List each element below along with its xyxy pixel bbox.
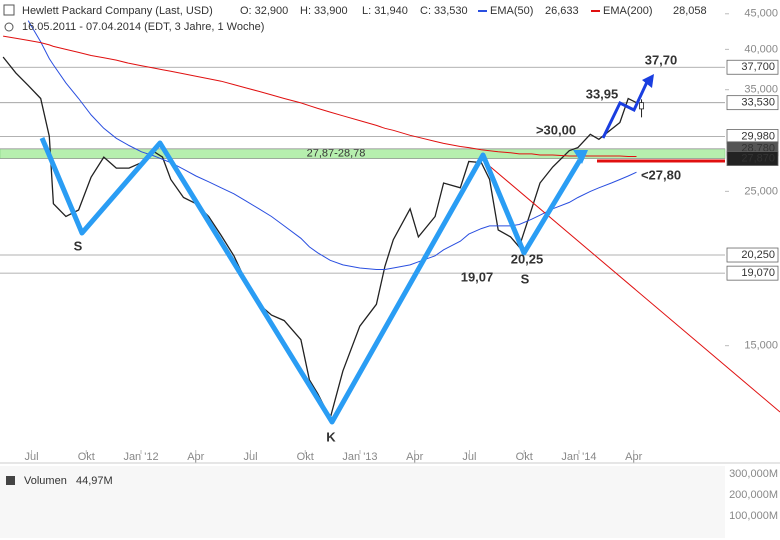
stat-value: 33,900 <box>314 5 348 17</box>
legend-name: EMA(200) <box>603 5 653 17</box>
band-label: 27,87-28,78 <box>307 148 366 160</box>
legend-value: 28,058 <box>673 5 707 17</box>
legend-value: 44,97M <box>76 475 113 487</box>
annotation: S <box>521 271 530 286</box>
stat-value: 31,940 <box>374 5 408 17</box>
stat-value: 32,900 <box>255 5 289 17</box>
annotation: <27,80 <box>641 167 681 182</box>
header-stat: H: 33,900 <box>300 5 348 17</box>
ema-line <box>27 20 637 270</box>
level-label: 33,530 <box>741 97 775 109</box>
legend-value: 26,633 <box>545 5 579 17</box>
x-tick-label: Jan '12 <box>123 451 158 463</box>
stat-name: C: <box>420 5 431 17</box>
level-box <box>726 151 779 166</box>
x-tick-label: Jan '13 <box>342 451 377 463</box>
overlay-layer: 37,70033,53029,98028,78027,87020,25019,0… <box>3 4 779 487</box>
x-tick-label: Jan '14 <box>561 451 596 463</box>
legend-name: Volumen <box>24 475 67 487</box>
x-tick-label: Okt <box>297 451 314 463</box>
x-tick-label: Jul <box>462 451 476 463</box>
ema-line <box>3 35 637 157</box>
annotation: S <box>74 238 83 253</box>
x-tick-label: Jul <box>243 451 257 463</box>
level-label: 20,250 <box>741 249 775 261</box>
x-tick-label: Apr <box>187 451 204 463</box>
pattern-line <box>39 137 583 425</box>
target-line <box>601 81 649 139</box>
x-tick-label: Apr <box>406 451 423 463</box>
header-stat: C: 33,530 <box>420 5 468 17</box>
y-tick-label: 40,000 <box>744 43 778 55</box>
annotation: 37,70 <box>645 52 678 67</box>
stat-value: 33,530 <box>434 5 468 17</box>
y-tick-label: 45,000 <box>744 8 778 20</box>
candle-body <box>639 102 644 110</box>
y-tick-label: 300,000M <box>729 468 778 480</box>
annotation: 20,25 <box>511 251 544 266</box>
x-tick-label: Okt <box>78 451 95 463</box>
level-label: 29,980 <box>741 130 775 142</box>
chart-title: Hewlett Packard Company (Last, USD) <box>22 5 213 17</box>
stat-name: H: <box>300 5 311 17</box>
annotation: K <box>326 429 336 444</box>
level-label: 19,070 <box>741 267 775 279</box>
x-tick-label: Jul <box>25 451 39 463</box>
y-tick-label: 100,000M <box>729 510 778 522</box>
level-box <box>726 247 779 263</box>
level-box <box>726 265 779 281</box>
stat-name: O: <box>240 5 252 17</box>
x-tick-label: Apr <box>625 451 642 463</box>
level-box <box>726 59 779 75</box>
arrow-head <box>642 74 654 88</box>
icon <box>3 4 15 16</box>
header-stat: O: 32,900 <box>240 5 288 17</box>
annotation: 33,95 <box>586 86 619 101</box>
stat-name: L: <box>362 5 371 17</box>
level-label: 37,700 <box>741 61 775 73</box>
y-tick-label: 200,000M <box>729 489 778 501</box>
y-tick-label: 15,000 <box>744 340 778 352</box>
arrow-head <box>573 150 588 164</box>
level-label: 27,870 <box>741 152 775 164</box>
header-stat: L: 31,940 <box>362 5 408 17</box>
legend-name: EMA(50) <box>490 5 533 17</box>
y-tick-label: 35,000 <box>744 84 778 96</box>
annotation: >30,00 <box>536 122 576 137</box>
level-box <box>726 95 779 111</box>
x-tick-label: Okt <box>516 451 533 463</box>
icon <box>4 22 14 32</box>
volume-panel <box>0 466 725 538</box>
chart-subtitle: 16.05.2011 - 07.04.2014 (EDT, 3 Jahre, 1… <box>22 21 264 33</box>
annotation: 19,07 <box>461 269 494 284</box>
icon <box>6 476 15 485</box>
y-tick-label: 25,000 <box>744 185 778 197</box>
trend-line <box>479 157 780 413</box>
